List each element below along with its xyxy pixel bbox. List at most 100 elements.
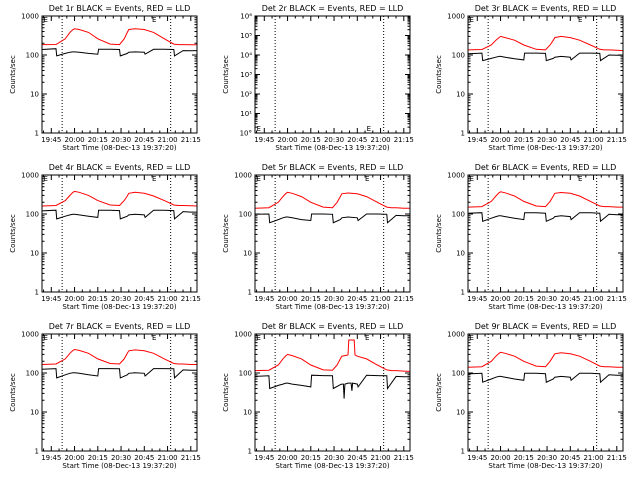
y-tick-label: 1000 [234,172,252,180]
plot-frame [41,333,198,452]
x-tick-label: 20:15 [88,454,108,462]
y-tick-label: 1000 [21,331,39,339]
events-series-line [255,374,410,399]
y-tick-label: 1 [35,448,39,456]
x-axis-label: Start Time (08-Dec-13 19:37:20) [275,462,389,470]
x-tick-label: 20:00 [490,295,510,303]
x-tick-label: 20:15 [514,136,534,144]
y-tick-label: 10 [456,409,465,417]
x-axis-label: Start Time (08-Dec-13 19:37:20) [275,144,389,152]
x-tick-label: 19:45 [254,295,274,303]
x-tick-label: 19:45 [467,454,487,462]
panel-det-3: Det 3r BLACK = Events, RED = LLD 1 10 100 10… [435,4,627,152]
x-tick-label: 20:30 [537,454,557,462]
plot-frame [254,333,411,452]
x-axis-label: Start Time (08-Dec-13 19:37:20) [488,303,602,311]
y-tick-label: 100 [452,370,465,378]
y-tick-label: 10 [30,250,39,258]
x-tick-label: 20:15 [301,454,321,462]
x-tick-label: 20:00 [277,295,297,303]
e-marker-label: E [44,334,48,342]
y-tick-label: 100 [26,211,39,219]
panel-title: Det 6r BLACK = Events, RED = LLD [475,163,617,172]
x-tick-label: 21:00 [370,454,390,462]
x-tick-label: 21:00 [157,454,177,462]
plot-frame [41,15,198,134]
x-tick-label: 20:45 [134,295,154,303]
panel-title: Det 7r BLACK = Events, RED = LLD [49,322,191,331]
x-tick-label: 19:45 [467,295,487,303]
plot-frame [467,333,624,452]
e-marker-label: E [257,125,261,133]
e-marker-label: E [365,334,369,342]
e-marker-label: E [367,125,371,133]
y-tick-label: 10² [240,91,252,99]
panel-det-2: Det 2r BLACK = Events, RED = LLD 10° 10¹ 10… [222,4,414,152]
events-series-line [468,52,623,62]
x-axis-label: Start Time (08-Dec-13 19:37:20) [275,303,389,311]
y-tick-label: 10 [456,91,465,99]
x-tick-label: 20:00 [277,136,297,144]
events-series-line [42,209,197,220]
plot-frame [467,15,624,134]
x-tick-label: 20:15 [88,136,108,144]
y-tick-label: 10¹ [240,110,252,118]
x-tick-label: 21:00 [157,295,177,303]
x-tick-label: 21:00 [583,295,603,303]
y-tick-label: 1000 [21,13,39,21]
events-series-line [255,213,410,224]
x-tick-label: 21:00 [583,454,603,462]
x-tick-label: 21:00 [157,136,177,144]
y-tick-label: 1000 [447,331,465,339]
e-marker-label: E [257,175,261,183]
e-marker-label: E [152,334,156,342]
panel-title: Det 4r BLACK = Events, RED = LLD [49,163,191,172]
plot-frame [41,174,198,293]
panel-det-9: Det 9r BLACK = Events, RED = LLD 1 10 100 10… [435,322,627,470]
x-axis-label: Start Time (08-Dec-13 19:37:20) [488,462,602,470]
x-tick-label: 20:45 [347,295,367,303]
y-tick-label: 10⁶ [240,13,252,21]
x-tick-label: 19:45 [467,136,487,144]
x-tick-label: 21:15 [607,454,627,462]
x-tick-label: 21:15 [394,454,414,462]
x-tick-label: 20:00 [490,136,510,144]
e-marker-label: E [578,334,582,342]
lld-series-line [468,35,623,52]
y-tick-label: 1 [461,448,465,456]
y-tick-label: 100 [239,211,252,219]
x-tick-label: 20:30 [111,136,131,144]
y-axis-label: Counts/sec [222,55,230,94]
lld-series-line [42,190,197,207]
y-tick-label: 10 [243,250,252,258]
panel-det-6: Det 6r BLACK = Events, RED = LLD 1 10 100 10… [435,163,627,311]
e-marker-label: E [44,16,48,24]
y-tick-label: 1000 [447,13,465,21]
e-marker-label: E [470,334,474,342]
y-tick-label: 100 [452,211,465,219]
x-tick-label: 21:15 [394,295,414,303]
panel-det-7: Det 7r BLACK = Events, RED = LLD 1 10 100 10… [9,322,201,470]
panel-det-8: Det 8r BLACK = Events, RED = LLD 1 10 100 10… [222,322,414,470]
lld-series-line [468,351,623,368]
x-tick-label: 20:00 [490,454,510,462]
x-tick-label: 20:45 [560,454,580,462]
x-tick-label: 21:00 [370,136,390,144]
x-tick-label: 21:15 [394,136,414,144]
y-tick-label: 10 [30,409,39,417]
y-tick-label: 1 [461,130,465,138]
e-marker-label: E [152,175,156,183]
panel-title: Det 5r BLACK = Events, RED = LLD [262,163,404,172]
x-tick-label: 21:15 [607,136,627,144]
x-tick-label: 20:45 [560,136,580,144]
x-tick-label: 20:30 [324,136,344,144]
lld-series-line [468,191,623,208]
x-axis-label: Start Time (08-Dec-13 19:37:20) [62,462,176,470]
y-tick-label: 10³ [240,71,252,79]
